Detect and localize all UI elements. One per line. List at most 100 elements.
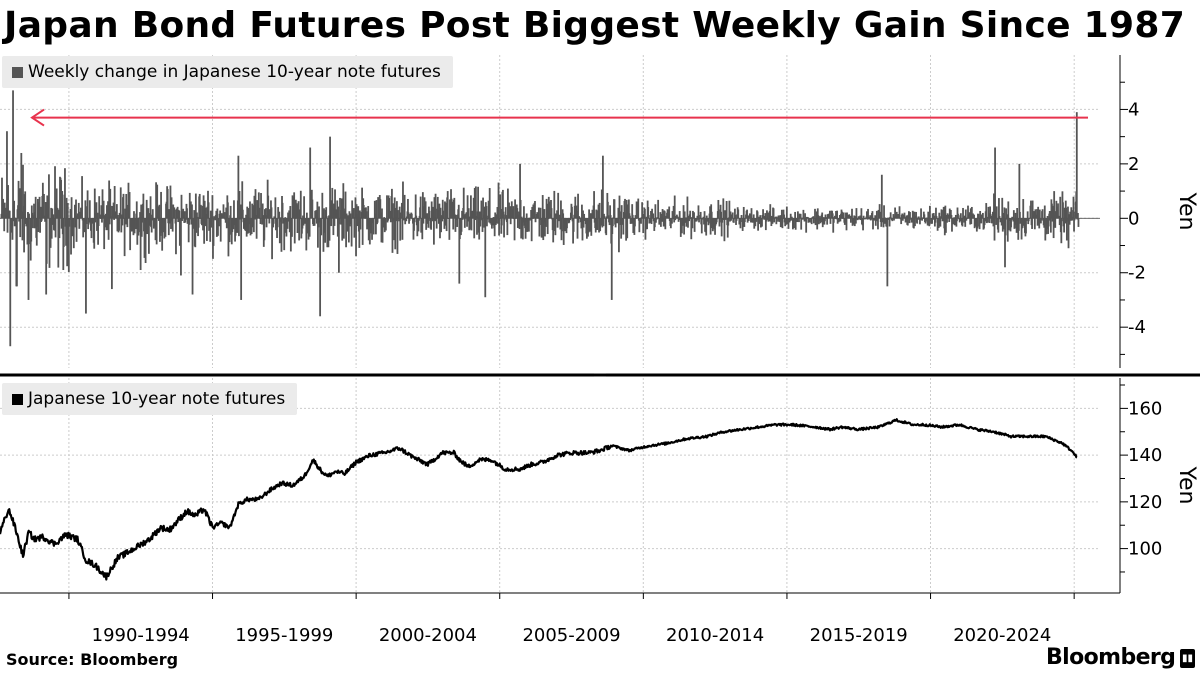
weekly-change-bar — [729, 218, 731, 222]
weekly-change-bar — [587, 218, 590, 233]
weekly-change-bar — [817, 218, 820, 225]
weekly-change-bar — [560, 200, 562, 219]
weekly-change-bar — [810, 218, 813, 225]
weekly-change-bar — [124, 208, 127, 219]
weekly-change-bar — [985, 203, 988, 219]
weekly-change-bar — [631, 204, 634, 219]
bloomberg-logo: Bloomberg — [1046, 645, 1176, 670]
weekly-change-bar — [920, 208, 922, 219]
weekly-change-bar — [616, 218, 619, 222]
weekly-change-bar — [37, 218, 40, 233]
weekly-change-bar — [1038, 218, 1041, 229]
weekly-change-bar — [848, 214, 851, 219]
weekly-change-bar — [414, 194, 417, 219]
weekly-change-bar — [54, 218, 57, 238]
weekly-change-bar — [1016, 208, 1019, 219]
weekly-change-bar — [528, 218, 530, 232]
weekly-change-bar — [911, 210, 914, 219]
weekly-change-bar — [355, 204, 358, 219]
weekly-change-bar — [202, 195, 205, 219]
weekly-change-bar — [336, 200, 339, 219]
weekly-change-bar — [927, 217, 930, 219]
weekly-change-bar — [48, 218, 51, 268]
weekly-change-bar — [559, 218, 562, 230]
weekly-change-bar — [871, 211, 874, 219]
weekly-change-bar — [708, 218, 710, 224]
weekly-change-bar — [949, 209, 952, 219]
weekly-change-bar — [686, 196, 689, 219]
weekly-change-bar — [65, 218, 67, 246]
weekly-change-bar — [556, 210, 558, 219]
weekly-change-bar — [325, 216, 328, 219]
weekly-change-bar — [311, 199, 314, 219]
weekly-change-bar — [103, 218, 106, 250]
weekly-change-bar — [70, 218, 72, 255]
weekly-change-bar — [784, 218, 787, 225]
weekly-change-bar — [62, 218, 65, 247]
weekly-change-bar — [934, 218, 937, 223]
weekly-change-bar — [342, 218, 345, 239]
weekly-change-bar — [866, 218, 869, 220]
weekly-change-bar — [677, 218, 680, 222]
weekly-change-bar — [925, 218, 927, 222]
weekly-change-bar — [481, 218, 484, 232]
weekly-change-bar — [293, 192, 296, 219]
weekly-change-bar — [849, 215, 852, 219]
weekly-change-bar — [733, 218, 736, 220]
weekly-change-bar — [835, 211, 837, 219]
weekly-change-bar — [855, 208, 858, 219]
weekly-change-bar — [463, 218, 466, 228]
weekly-change-bar — [322, 218, 325, 252]
weekly-change-bar — [765, 218, 768, 222]
weekly-change-bar — [315, 210, 318, 219]
weekly-change-bar — [582, 210, 584, 219]
weekly-change-bar — [441, 218, 444, 222]
weekly-change-bar — [207, 202, 210, 219]
weekly-change-bar — [856, 218, 859, 221]
weekly-change-bar — [197, 218, 200, 228]
weekly-change-bar — [803, 218, 806, 222]
weekly-change-bar — [434, 218, 436, 222]
weekly-change-bar — [389, 218, 392, 223]
weekly-change-bar — [842, 212, 845, 219]
weekly-change-bar — [210, 218, 213, 228]
weekly-change-bar — [218, 218, 220, 227]
weekly-change-bar — [824, 214, 827, 219]
weekly-change-bar — [173, 209, 176, 219]
weekly-change-bar — [189, 201, 192, 219]
weekly-change-bar — [893, 218, 895, 221]
weekly-change-bar — [50, 207, 53, 219]
weekly-change-bar — [963, 215, 966, 219]
weekly-change-bar — [956, 218, 958, 222]
weekly-change-bar — [654, 204, 657, 219]
weekly-change-bar — [691, 218, 694, 229]
weekly-change-bar — [901, 218, 904, 221]
weekly-change-bar — [85, 218, 87, 314]
weekly-change-bar — [1031, 218, 1033, 229]
weekly-change-bar — [437, 218, 440, 224]
weekly-change-bar — [3, 218, 6, 232]
weekly-change-bar — [107, 218, 110, 240]
weekly-change-bar — [296, 218, 299, 233]
weekly-change-bar — [622, 218, 625, 235]
weekly-change-bar — [1054, 218, 1057, 228]
weekly-change-bar — [288, 210, 291, 219]
bottom-y-tick-label: 160 — [1128, 398, 1162, 419]
weekly-change-bar — [383, 218, 386, 233]
weekly-change-bar — [778, 218, 781, 222]
weekly-change-bar — [1034, 209, 1037, 219]
weekly-change-bar — [815, 211, 818, 219]
weekly-change-bar — [157, 206, 160, 219]
weekly-change-bar — [829, 210, 831, 219]
weekly-change-bar — [941, 218, 944, 222]
weekly-change-bar — [643, 208, 646, 219]
weekly-change-bar — [145, 199, 148, 219]
weekly-change-bar — [995, 218, 998, 225]
weekly-change-bar — [119, 187, 122, 219]
weekly-change-bar — [358, 218, 361, 248]
weekly-change-bar — [194, 193, 197, 219]
weekly-change-bar — [188, 218, 191, 225]
weekly-change-bar — [671, 211, 674, 219]
weekly-change-bar — [229, 205, 232, 219]
weekly-change-bar — [743, 218, 746, 222]
